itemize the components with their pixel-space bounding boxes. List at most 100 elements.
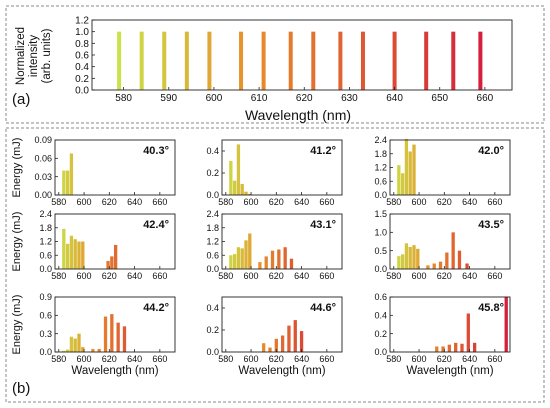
energy-4-xtick-label: 620 (102, 271, 117, 281)
energy-1-bar (69, 153, 74, 195)
energy-6-angle-label: 43.5° (478, 219, 504, 231)
energy-7-bar (73, 338, 77, 352)
energy-2-bar (248, 193, 252, 195)
top-xtick-label: 620 (296, 93, 313, 104)
energy-2-bar (229, 160, 233, 195)
energy-1-bar (65, 170, 70, 195)
energy-2-xtick-label: 600 (244, 197, 259, 207)
energy-4-ytick-label: 0.6 (39, 250, 52, 260)
energy-6-bar (397, 256, 401, 269)
energy-4-ytick-label: 2.4 (39, 209, 52, 219)
top-ytick-label: 1.2 (75, 16, 89, 27)
energy-4-ytick-label: 1.2 (39, 237, 52, 247)
energy-9-bar (504, 297, 508, 352)
energy-8-xtick-label: 660 (319, 354, 334, 364)
top-xtick-label: 640 (386, 93, 403, 104)
energy-2-angle-label: 41.2° (310, 145, 336, 157)
top-bar (451, 31, 456, 91)
energy-5-chart: 0.0 0.6 1.2 1.8 2.4 580 600 620 640 660 43.1° (206, 209, 343, 281)
energy-4-bar (106, 260, 110, 269)
energy-8-ytick-label: 0.4 (206, 303, 219, 313)
row-y-axis-label: Energy (mJ) (11, 138, 23, 198)
top-bar (184, 31, 189, 91)
energy-5-bar (236, 247, 241, 269)
energy-8-ytick-label: 0.2 (206, 325, 219, 335)
top-bar (139, 31, 144, 91)
energy-8-bar (274, 338, 278, 352)
energy-7-chart: 0.0 0.3 0.6 0.9 580 600 620 640 660 44.2° (39, 292, 176, 364)
energy-8-bar (268, 347, 272, 352)
energy-9-bar (435, 346, 439, 352)
energy-1-xtick-label: 620 (102, 197, 117, 207)
top-bar (288, 31, 293, 91)
energy-7-bar (91, 348, 95, 352)
energy-2-ytick-label: 0.4 (206, 146, 219, 156)
top-bar (162, 31, 167, 91)
energy-8-bar (287, 325, 291, 352)
energy-1-axes-frame (54, 139, 176, 196)
energy-1-xtick-label: 640 (127, 197, 142, 207)
energy-7-bar (62, 350, 66, 352)
energy-3-bar (412, 144, 416, 195)
top-ytick-label: 0.6 (75, 51, 89, 62)
energy-7-xtick-label: 660 (152, 354, 167, 364)
top-bar (424, 31, 429, 91)
energy-7-bar (69, 336, 74, 352)
energy-2-xtick-label: 580 (218, 197, 233, 207)
energy-6-bar (400, 254, 405, 269)
energy-8-xtick-label: 640 (294, 354, 309, 364)
top-bar (360, 31, 365, 91)
top-xtick-label: 660 (477, 93, 494, 104)
energy-8-bar (280, 335, 285, 352)
energy-2-ytick-label: 0.0 (206, 190, 219, 200)
top-y-label-line3: (arb. units) (41, 28, 53, 83)
top-xtick-label: 600 (206, 93, 223, 104)
energy-5-ytick-label: 0.0 (206, 264, 219, 274)
energy-5-ytick-label: 2.4 (206, 209, 219, 219)
energy-7-bar (77, 333, 81, 352)
energy-7-xtick-label: 600 (77, 354, 92, 364)
energy-9-angle-label: 45.8° (478, 302, 504, 314)
energy-6-bar (408, 247, 412, 269)
energy-5-bar (258, 262, 262, 269)
energy-1-xtick-label: 600 (77, 197, 92, 207)
energy-6-bar (416, 248, 420, 269)
energy-6-xtick-label: 660 (487, 271, 502, 281)
energy-1-chart: 0.00 0.03 0.06 0.09 580 600 620 640 660 40.3° (34, 135, 176, 207)
energy-3-bar (397, 165, 401, 195)
energy-3-chart: 0.0 0.6 1.2 1.8 2.4 580 600 620 640 660 42.0° (374, 135, 511, 207)
energy-9-bar (441, 346, 445, 352)
row-y-axis-label: Energy (mJ) (11, 212, 23, 272)
energy-5-bar (264, 256, 268, 269)
energy-9-bar (454, 342, 458, 352)
energy-6-ytick-label: 0.5 (374, 246, 387, 256)
energy-5-ytick-label: 1.2 (206, 237, 219, 247)
energy-6-bar (426, 265, 430, 269)
energy-6-xtick-label: 600 (412, 271, 427, 281)
top-bar (239, 31, 244, 91)
energy-9-bar (447, 344, 452, 352)
energy-9-ytick-label: 0.4 (374, 310, 387, 320)
energy-2-bar (232, 180, 237, 195)
energy-5-bar (232, 254, 237, 269)
energy-9-ytick-label: 0.0 (374, 347, 387, 357)
energy-2-axes-frame (221, 139, 343, 196)
energy-4-xtick-label: 580 (51, 271, 66, 281)
energy-1-ytick-label: 0.03 (34, 172, 52, 182)
energy-7-bar (116, 322, 120, 352)
energy-8-bar (299, 331, 304, 352)
energy-4-xtick-label: 660 (152, 271, 167, 281)
energy-6-bar (457, 250, 462, 269)
energy-7-angle-label: 44.2° (143, 302, 169, 314)
top-bar (261, 31, 266, 91)
energy-3-bar (400, 173, 405, 195)
energy-6-xtick-label: 580 (386, 271, 401, 281)
energy-7-bar (122, 326, 127, 352)
energy-9-ytick-label: 0.2 (374, 329, 387, 339)
energy-3-angle-label: 42.0° (478, 145, 504, 157)
energy-6-bar (445, 252, 449, 269)
top-axes-frame (91, 19, 513, 91)
energy-9-bar (472, 342, 477, 352)
energy-5-ytick-label: 0.6 (206, 250, 219, 260)
